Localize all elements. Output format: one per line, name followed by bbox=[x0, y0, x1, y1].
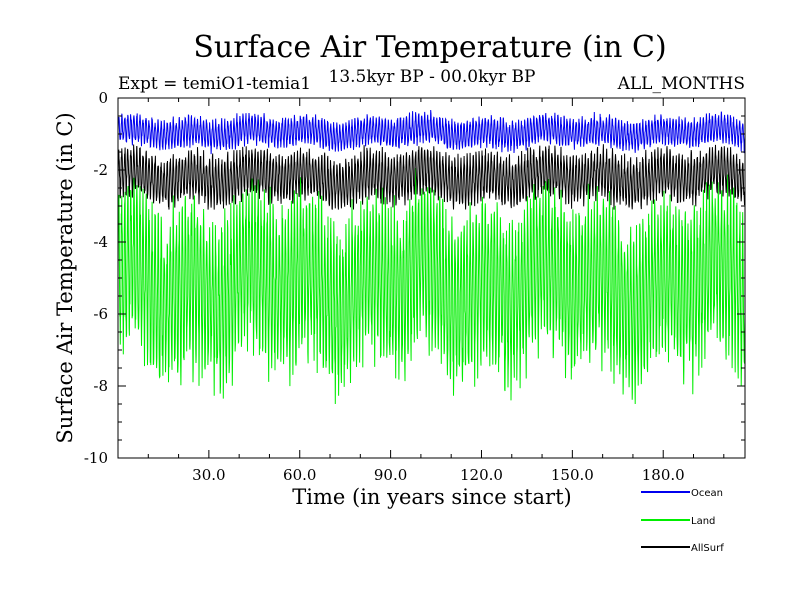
y-tick-label: 0 bbox=[98, 89, 108, 107]
x-tick-label: 180.0 bbox=[642, 466, 685, 484]
y-tick-label: -8 bbox=[93, 377, 108, 395]
months-label: ALL_MONTHS bbox=[617, 74, 745, 94]
y-tick-label: -6 bbox=[93, 305, 108, 323]
x-tick-label: 150.0 bbox=[551, 466, 594, 484]
x-tick-label: 120.0 bbox=[460, 466, 503, 484]
legend-label-allsurf: AllSurf bbox=[691, 543, 724, 554]
legend-label-ocean: Ocean bbox=[691, 488, 723, 499]
y-axis-label: Surface Air Temperature (in C) bbox=[53, 112, 77, 443]
time-range-label: 13.5kyr BP - 00.0kyr BP bbox=[329, 67, 536, 87]
axis-layer: 30.0 60.0 90.0 120.0 150.0 180.0 0 -2 -4 -6 -8 -10 bbox=[84, 89, 746, 484]
y-tick-label: -2 bbox=[93, 161, 108, 179]
x-tick-label: 30.0 bbox=[192, 466, 225, 484]
experiment-label: Expt = temiO1-temia1 bbox=[118, 74, 311, 94]
x-tick-label: 60.0 bbox=[283, 466, 316, 484]
series-line-allsurf bbox=[117, 144, 746, 210]
legend-label-land: Land bbox=[691, 516, 715, 527]
series-line-land bbox=[117, 167, 746, 405]
series-layer bbox=[117, 109, 746, 405]
x-tick-label: 90.0 bbox=[374, 466, 407, 484]
chart-title: Surface Air Temperature (in C) bbox=[193, 30, 666, 65]
series-line-ocean bbox=[117, 109, 746, 155]
x-axis-label: Time (in years since start) bbox=[292, 485, 571, 509]
legend: Ocean Land AllSurf bbox=[641, 488, 724, 554]
y-tick-label: -4 bbox=[93, 233, 108, 251]
y-tick-label: -10 bbox=[84, 449, 108, 467]
